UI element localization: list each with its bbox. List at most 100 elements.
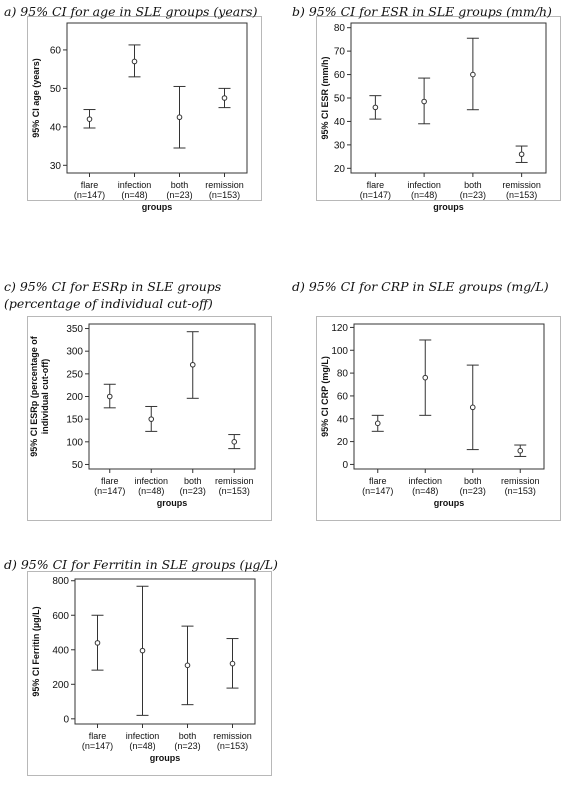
error-bar xyxy=(186,331,199,399)
errorbar-chart: 0 200 400 600 800 95% CI Ferritin (µg/L) flare… xyxy=(27,571,272,776)
error-bar xyxy=(91,614,104,671)
y-tick-label: 800 xyxy=(52,576,69,587)
error-bar xyxy=(418,77,431,125)
x-tick-count: (n=147) xyxy=(360,190,391,200)
x-tick-label: flare xyxy=(81,180,99,190)
x-tick-count: (n=48) xyxy=(138,486,164,496)
y-tick-label: 600 xyxy=(52,611,69,622)
errorbar-chart: 50 100 150 200 250 300 350 95% CI ESRp (percent… xyxy=(27,316,272,521)
x-tick-count: (n=23) xyxy=(166,190,192,200)
error-bar xyxy=(128,44,141,78)
error-bar xyxy=(181,625,194,706)
chart-border xyxy=(316,316,561,521)
mean-marker xyxy=(86,116,93,122)
x-axis-label: groups xyxy=(433,202,464,212)
x-tick-label: remission xyxy=(205,180,244,190)
x-tick-label: remission xyxy=(501,476,540,486)
y-tick-label: 80 xyxy=(337,369,349,380)
y-tick-label: 120 xyxy=(331,323,348,334)
x-tick-count: (n=153) xyxy=(505,486,536,496)
mean-marker xyxy=(139,647,146,654)
chart-border xyxy=(316,16,561,201)
y-axis-label: 95% CI ESRp (percentage of xyxy=(29,335,39,457)
error-bar xyxy=(466,37,479,111)
y-tick-label: 70 xyxy=(334,47,346,58)
x-tick-count: (n=48) xyxy=(411,190,437,200)
y-tick-label: 0 xyxy=(342,460,348,471)
x-tick-label: infection xyxy=(134,476,168,486)
x-tick-count: (n=153) xyxy=(209,190,240,200)
x-tick-label: both xyxy=(179,731,197,741)
x-axis-label: groups xyxy=(142,202,173,212)
y-axis-label: 95% CI age (years) xyxy=(31,58,41,138)
x-tick-count: (n=48) xyxy=(129,741,155,751)
x-tick-count: (n=48) xyxy=(412,486,438,496)
x-tick-label: both xyxy=(464,180,482,190)
x-tick-label: remission xyxy=(502,180,541,190)
mean-marker xyxy=(148,416,155,422)
error-bar xyxy=(371,414,384,432)
error-bar xyxy=(173,85,186,149)
mean-marker xyxy=(106,393,113,400)
x-tick-count: (n=23) xyxy=(460,486,486,496)
error-bar xyxy=(369,95,382,120)
y-tick-label: 150 xyxy=(66,415,83,426)
mean-marker xyxy=(469,404,476,411)
error-bar xyxy=(136,585,149,716)
x-tick-label: remission xyxy=(215,476,254,486)
y-tick-label: 60 xyxy=(50,45,62,56)
error-bar xyxy=(466,364,479,451)
x-tick-count: (n=147) xyxy=(74,190,105,200)
y-tick-label: 200 xyxy=(66,392,83,403)
y-tick-label: 50 xyxy=(334,94,346,105)
error-bar xyxy=(515,145,528,163)
x-axis-label: groups xyxy=(157,498,188,508)
mean-marker xyxy=(422,374,429,381)
x-tick-count: (n=147) xyxy=(94,486,125,496)
y-tick-label: 80 xyxy=(334,23,346,34)
x-tick-count: (n=23) xyxy=(460,190,486,200)
y-tick-label: 400 xyxy=(52,645,69,656)
chart-title-line: (percentage of individual cut-off) xyxy=(4,296,213,311)
mean-marker xyxy=(94,640,101,646)
chart-title-line: a) 95% CI for age in SLE groups (years) xyxy=(4,4,258,19)
plot-frame xyxy=(66,22,248,174)
y-tick-label: 0 xyxy=(63,714,69,725)
mean-marker xyxy=(221,95,228,101)
x-tick-count: (n=147) xyxy=(362,486,393,496)
mean-marker xyxy=(189,361,196,368)
x-tick-count: (n=147) xyxy=(82,741,113,751)
mean-marker xyxy=(372,104,379,111)
x-tick-count: (n=23) xyxy=(180,486,206,496)
y-axis-label: 95% CI ESR (mm/h) xyxy=(320,56,330,139)
y-tick-label: 60 xyxy=(337,391,349,402)
y-tick-label: 100 xyxy=(331,346,348,357)
error-bar xyxy=(419,339,432,416)
mean-marker xyxy=(518,151,525,158)
chart-border xyxy=(27,571,272,776)
error-bar xyxy=(218,87,231,109)
x-tick-count: (n=153) xyxy=(506,190,537,200)
y-tick-label: 20 xyxy=(337,437,349,448)
errorbar-chart: 30 40 50 60 95% CI age (years) flare(n=147) in… xyxy=(27,16,262,212)
chart-title-line: d) 95% CI for Ferritin in SLE groups (µg… xyxy=(4,557,278,572)
x-tick-label: flare xyxy=(101,476,119,486)
x-tick-label: infection xyxy=(407,180,441,190)
y-axis-label: 95% CI Ferritin (µg/L) xyxy=(31,606,41,696)
chart-title-line: d) 95% CI for CRP in SLE groups (mg/L) xyxy=(292,279,549,294)
x-tick-label: infection xyxy=(126,731,160,741)
x-tick-label: infection xyxy=(408,476,442,486)
x-tick-count: (n=153) xyxy=(217,741,248,751)
x-axis-label: groups xyxy=(150,753,181,763)
x-tick-label: both xyxy=(184,476,202,486)
x-tick-count: (n=153) xyxy=(219,486,250,496)
error-bar xyxy=(145,405,158,432)
y-tick-label: 20 xyxy=(334,164,346,175)
error-bar xyxy=(228,434,241,450)
x-tick-label: infection xyxy=(118,180,152,190)
error-bar xyxy=(103,383,116,409)
y-tick-label: 40 xyxy=(334,117,346,128)
mean-marker xyxy=(517,447,524,454)
y-tick-label: 250 xyxy=(66,369,83,380)
